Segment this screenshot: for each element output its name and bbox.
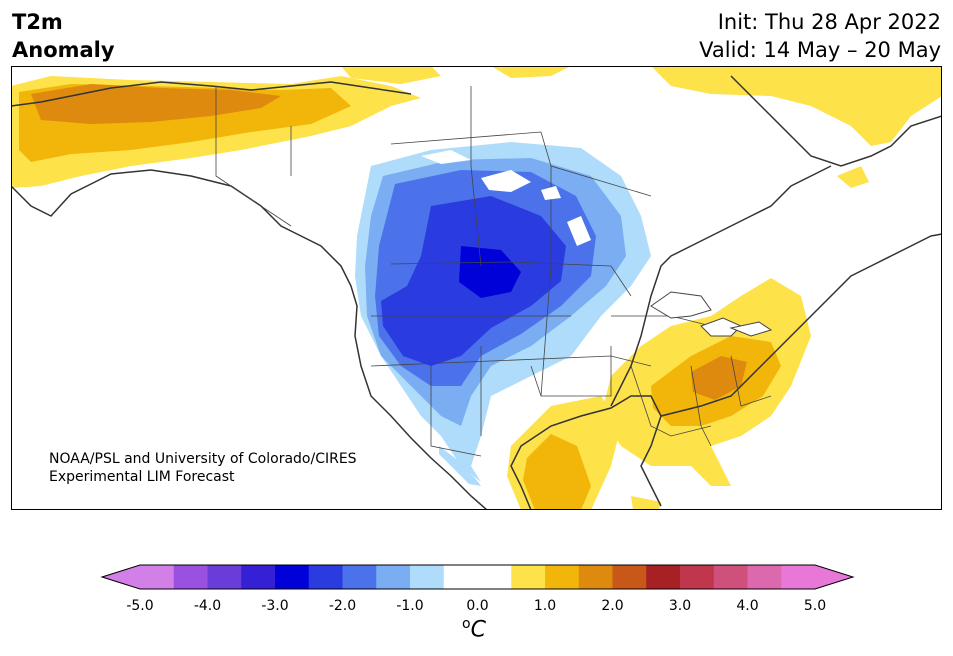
credit-text: NOAA/PSL and University of Colorado/CIRE…: [49, 450, 357, 486]
hudson-bay-lakes: [421, 150, 591, 246]
title-left: T2m Anomaly: [12, 8, 115, 64]
colorbar-extend-low: [102, 565, 140, 589]
coastlines: [11, 75, 942, 510]
title-right: Init: Thu 28 Apr 2022 Valid: 14 May – 20…: [699, 8, 941, 64]
colorbar-tick-label: 2.0: [601, 598, 624, 614]
colorbar-bin: [376, 565, 411, 589]
colorbar-bin: [207, 565, 242, 589]
unit-celsius: C: [470, 617, 486, 643]
map-frame: [11, 66, 942, 510]
colorbar-tick-label: 5.0: [803, 598, 827, 614]
colorbar-bin: [713, 565, 748, 589]
colorbar-bin: [173, 565, 208, 589]
colorbar-bin: [410, 565, 445, 589]
init-date: Init: Thu 28 Apr 2022: [717, 10, 941, 34]
great-lakes: [650, 291, 773, 337]
colorbar-tick-label: 1.0: [533, 598, 557, 614]
anomaly-map: [11, 66, 942, 510]
title-variable: T2m: [12, 10, 63, 34]
colorbar-bin: [680, 565, 715, 589]
colorbar-bin: [545, 565, 580, 589]
anomaly-shading: [11, 66, 942, 510]
colorbar-tick-label: 4.0: [736, 598, 759, 614]
colorbar-tick-label: -1.0: [396, 598, 424, 614]
colorbar-bin: [308, 565, 343, 589]
colorbar-tick-label: 3.0: [668, 598, 692, 614]
colorbar-bin: [578, 565, 613, 589]
warm-arctic-islands: [341, 66, 571, 84]
title-anomaly: Anomaly: [12, 38, 115, 62]
credit-line-2: Experimental LIM Forecast: [49, 469, 235, 485]
colorbar-bin: [443, 565, 478, 589]
cold-core: [459, 246, 521, 298]
colorbar-bin: [275, 565, 310, 589]
unit-degree: o: [462, 616, 471, 632]
colorbar-extend-high: [815, 565, 853, 589]
cold-baja: [439, 446, 481, 486]
colorbar-bin: [646, 565, 681, 589]
warm-greenland: [651, 66, 942, 146]
colorbar-bin: [342, 565, 377, 589]
colorbar-tick-label: -4.0: [193, 598, 222, 614]
colorbar-bin: [612, 565, 647, 589]
colorbar-bin: [241, 565, 276, 589]
warm-cuba: [631, 496, 661, 510]
warm-labrador: [837, 166, 869, 188]
colorbar-bin: [140, 565, 175, 589]
colorbar-bin: [511, 565, 546, 589]
colorbar-bin: [781, 565, 816, 589]
colorbar-tick-label: -3.0: [261, 598, 289, 614]
credit-line-1: NOAA/PSL and University of Colorado/CIRE…: [49, 451, 357, 467]
warm-alaska-strong: [31, 84, 281, 124]
colorbar: [100, 564, 855, 590]
colorbar-bin: [477, 565, 512, 589]
valid-range: Valid: 14 May – 20 May: [699, 38, 941, 62]
colorbar-tick-label: -5.0: [126, 598, 154, 614]
colorbar-tick-label: 0.0: [466, 598, 489, 614]
warm-texas-mid: [523, 434, 591, 510]
colorbar-tick-label: -2.0: [328, 598, 357, 614]
colorbar-outline: [100, 564, 855, 590]
colorbar-unit: oC: [462, 616, 486, 642]
colorbar-bin: [747, 565, 782, 589]
